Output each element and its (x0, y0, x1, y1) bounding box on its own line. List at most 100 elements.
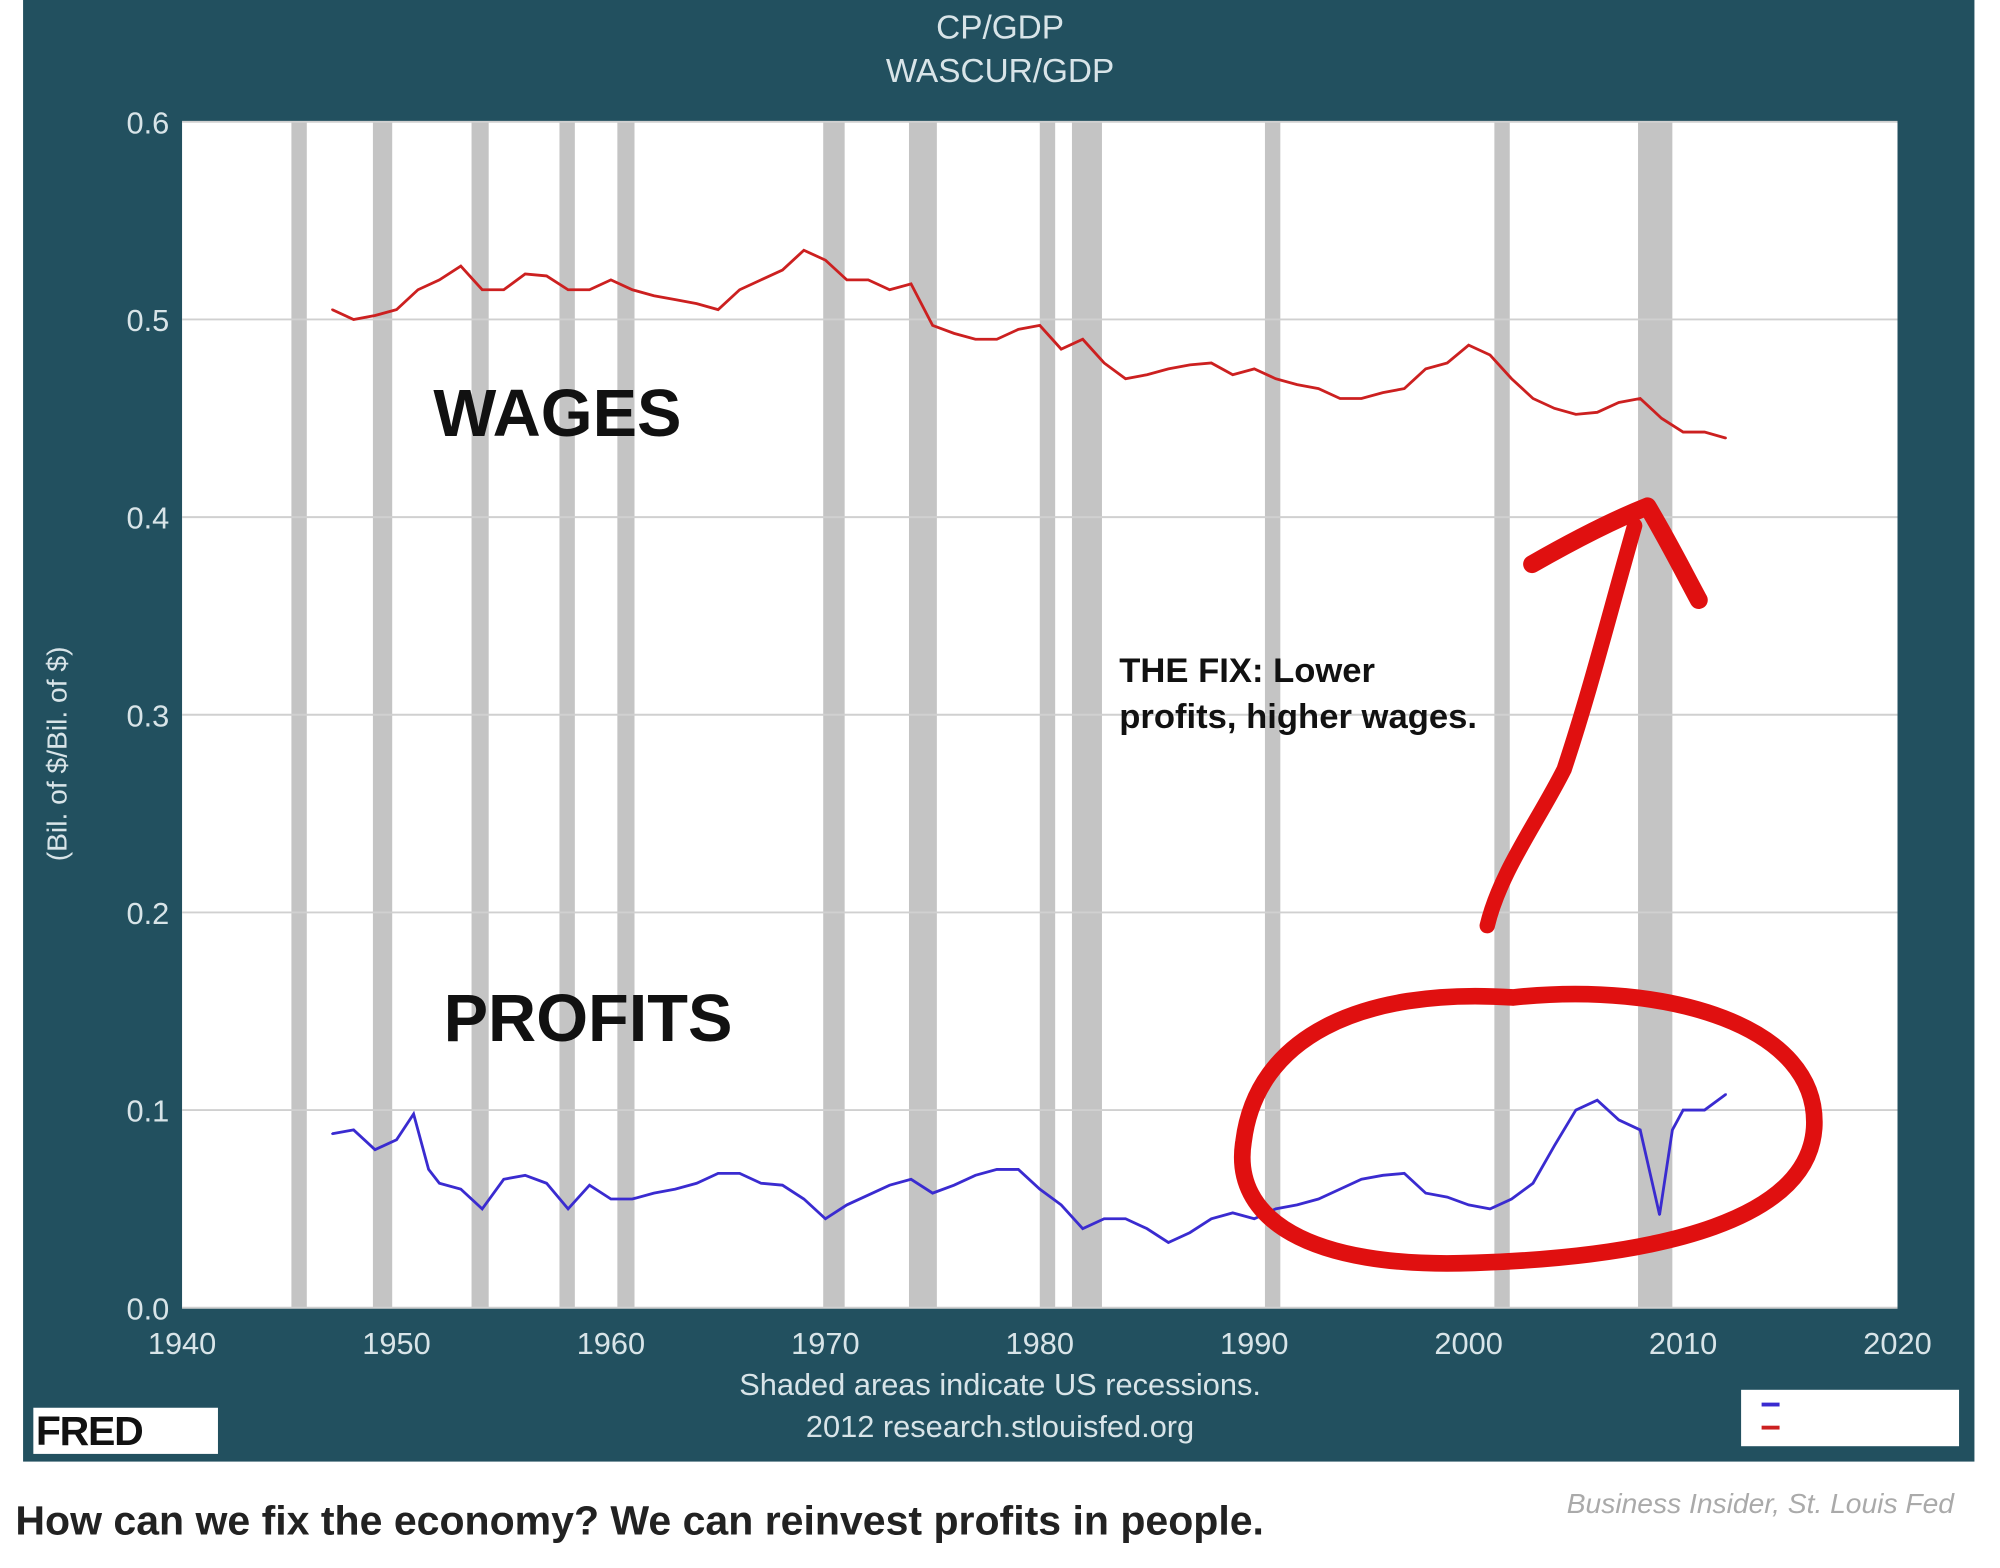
x-tick-label: 1960 (577, 1326, 645, 1361)
data-point-profits (1231, 1211, 1234, 1214)
data-point-wages (588, 288, 591, 291)
data-point-profits (567, 1207, 570, 1210)
data-point-wages (1296, 383, 1299, 386)
data-point-profits (952, 1184, 956, 1187)
data-point-profits (545, 1182, 548, 1185)
caption: How can we fix the economy? We can reinv… (15, 1497, 1264, 1544)
fred-logo-text: FRED (35, 1407, 144, 1454)
data-point-profits (1060, 1203, 1063, 1206)
data-point-wages (545, 274, 548, 277)
data-point-profits (1167, 1241, 1170, 1244)
y-tick-label: 0.6 (126, 105, 169, 140)
data-point-profits (1531, 1182, 1535, 1185)
fix-annotation-line-1: THE FIX: Lower (1119, 652, 1375, 690)
data-point-wages (1574, 413, 1577, 416)
legend (1741, 1389, 1960, 1447)
data-point-profits (609, 1198, 612, 1201)
data-point-wages (1381, 391, 1384, 394)
data-point-profits (1017, 1168, 1020, 1171)
data-point-profits (502, 1178, 505, 1181)
series-line-profits (331, 1093, 1727, 1245)
series-line-wages (331, 248, 1727, 440)
data-point-profits (427, 1168, 430, 1171)
data-point-wages (717, 308, 720, 311)
data-point-wages (802, 249, 805, 252)
data-point-profits (1596, 1099, 1599, 1102)
data-point-profits (1658, 1213, 1661, 1216)
data-point-wages (738, 288, 741, 291)
data-point-wages (438, 278, 441, 281)
data-point-wages (481, 288, 484, 291)
data-point-wages (1446, 361, 1449, 364)
data-point-wages (1489, 354, 1492, 357)
data-point-profits (459, 1188, 462, 1191)
data-point-wages (331, 308, 334, 311)
data-point-wages (609, 278, 612, 281)
x-tick-label: 2010 (1649, 1326, 1717, 1361)
data-point-profits (888, 1184, 891, 1187)
data-point-profits (717, 1172, 720, 1175)
data-point-wages (395, 308, 398, 311)
data-point-wages (1274, 377, 1277, 380)
data-point-profits (395, 1138, 398, 1141)
data-point-wages (352, 318, 355, 321)
data-point-profits (1553, 1144, 1556, 1147)
data-point-wages (652, 294, 655, 297)
data-point-profits (1703, 1109, 1706, 1112)
data-point-profits (759, 1182, 763, 1185)
data-point-wages (974, 338, 977, 341)
data-point-profits (331, 1132, 334, 1135)
data-point-profits (1617, 1118, 1620, 1121)
chart-title-line-1: CP/GDP (936, 7, 1064, 47)
data-point-profits (931, 1192, 934, 1195)
data-point-profits (1188, 1231, 1191, 1234)
data-point-wages (631, 288, 634, 291)
data-point-wages (1596, 411, 1599, 414)
chart-title-line-2: WASCUR/GDP (885, 51, 1115, 90)
wages-annotation: WAGES (433, 377, 681, 451)
data-point-wages (845, 278, 848, 281)
legend-swatch-wages (1761, 1425, 1780, 1430)
data-point-wages (1553, 407, 1556, 410)
data-point-wages (910, 282, 913, 285)
data-point-profits (1574, 1109, 1577, 1112)
credit: Business Insider, St. Louis Fed (1566, 1487, 1955, 1520)
data-point-wages (1253, 367, 1256, 370)
data-point-profits (1467, 1203, 1470, 1206)
data-point-profits (1296, 1203, 1299, 1206)
data-point-profits (1124, 1217, 1127, 1220)
data-point-profits (1639, 1128, 1642, 1131)
data-point-profits (1489, 1207, 1492, 1210)
data-point-profits (1510, 1198, 1513, 1201)
data-point-wages (1360, 397, 1363, 400)
data-point-profits (1403, 1172, 1406, 1175)
data-point-profits (1338, 1188, 1342, 1191)
data-point-profits (1274, 1207, 1277, 1210)
data-point-wages (824, 259, 827, 262)
y-tick-label: 0.0 (126, 1291, 169, 1326)
data-point-wages (416, 288, 419, 291)
fix-annotation-line-2: profits, higher wages. (1119, 698, 1477, 736)
data-point-wages (952, 332, 956, 335)
data-point-wages (931, 324, 934, 327)
data-point-profits (1381, 1174, 1384, 1177)
data-point-profits (1360, 1178, 1363, 1181)
data-point-profits (845, 1203, 848, 1206)
source-note: 2012 research.stlouisfed.org (805, 1410, 1195, 1445)
data-point-wages (1188, 363, 1191, 366)
data-point-profits (1424, 1192, 1427, 1195)
data-point-wages (374, 314, 377, 317)
data-point-profits (1724, 1093, 1727, 1096)
data-point-wages (1210, 361, 1213, 364)
data-point-wages (1467, 344, 1470, 347)
data-point-wages (674, 298, 677, 301)
data-point-profits (438, 1182, 441, 1185)
x-tick-label: 1990 (1220, 1326, 1288, 1361)
data-point-wages (1703, 431, 1706, 434)
data-point-wages (1017, 328, 1020, 331)
data-point-profits (412, 1113, 415, 1116)
data-point-wages (1338, 397, 1342, 400)
data-point-profits (481, 1207, 484, 1210)
